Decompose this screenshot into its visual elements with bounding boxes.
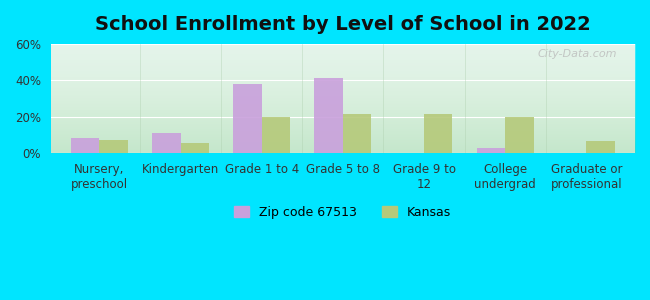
Bar (99, 140, 128, 153)
Bar (424, 114, 452, 153)
Bar (233, 84, 262, 153)
Bar (262, 117, 290, 153)
Bar (315, 78, 343, 153)
Text: City-Data.com: City-Data.com (538, 49, 617, 59)
Bar (152, 133, 181, 153)
Bar (476, 148, 505, 153)
Bar (71, 138, 99, 153)
Bar (181, 143, 209, 153)
Bar (343, 114, 371, 153)
Legend: Zip code 67513, Kansas: Zip code 67513, Kansas (229, 201, 456, 224)
Bar (505, 117, 534, 153)
Title: School Enrollment by Level of School in 2022: School Enrollment by Level of School in … (95, 15, 591, 34)
Bar (586, 141, 615, 153)
